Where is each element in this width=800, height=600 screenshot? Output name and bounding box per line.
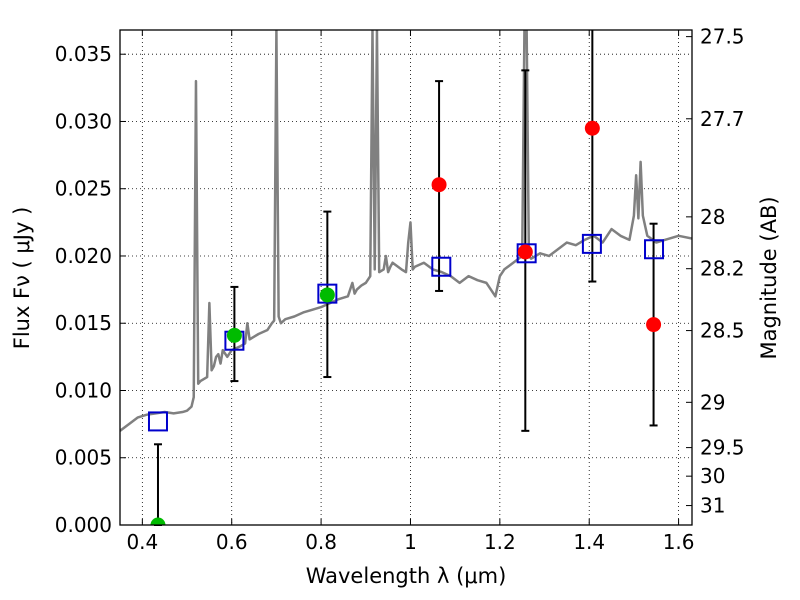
y2-tick-label: 28.2 (700, 257, 745, 281)
y2-tick-label: 27.7 (700, 107, 745, 131)
x-tick-label: 1.2 (484, 530, 516, 554)
x-tick-label: 1 (404, 530, 417, 554)
x-tick-label: 1.6 (663, 530, 695, 554)
y-tick-label: 0.020 (55, 244, 112, 268)
x-tick-label: 0.6 (216, 530, 248, 554)
observed-point (150, 517, 166, 525)
y-tick-label: 0.010 (55, 378, 112, 402)
y-tick-label: 0.000 (55, 513, 112, 537)
y2-tick-label: 29 (700, 390, 725, 414)
observation-layer (150, 120, 662, 525)
model-photometry-point (516, 243, 537, 264)
x-tick-label: 1.4 (573, 530, 605, 554)
y2-tick-label: 30 (700, 464, 725, 488)
observed-point (517, 244, 533, 260)
observed-point (226, 327, 242, 343)
y2-axis-label: Magnitude (AB) (757, 196, 781, 359)
y-tick-label: 0.015 (55, 311, 112, 335)
y2-tick-label: 28 (700, 205, 725, 229)
model-photometry-point (431, 256, 452, 277)
x-tick-label: 0.8 (305, 530, 337, 554)
y-tick-label: 0.030 (55, 109, 112, 133)
observed-point (584, 120, 600, 136)
model-photometry-point (317, 283, 338, 304)
grid-lines (120, 30, 692, 526)
model-photometry-point (644, 239, 665, 260)
y2-tick-label: 27.5 (700, 25, 745, 49)
y-axis-label: Flux Fν ( μJy ) (10, 207, 34, 350)
model-photometry-point (581, 233, 602, 254)
errorbar-layer (153, 30, 658, 526)
x-axis-label: Wavelength λ (μm) (306, 564, 507, 588)
observed-point (431, 177, 447, 193)
model-spectrum-layer (120, 30, 692, 432)
y2-tick-label: 28.5 (700, 319, 745, 343)
model-photometry-layer (147, 233, 665, 432)
y2-tick-label: 29.5 (700, 436, 745, 460)
x-axis-ticks: 0.4 0.6 0.8 1 1.2 1.4 1.6 (126, 30, 695, 554)
y2-axis-ticks: 27.5 27.7 28 28.2 28.5 29 29.5 30 31 (686, 25, 745, 518)
plot-frame (119, 29, 693, 526)
y-axis-ticks: 0.000 0.005 0.010 0.015 0.020 0.025 0.030 0.035 (55, 42, 126, 537)
model-spectrum-line (120, 30, 692, 432)
x-tick-label: 0.4 (126, 530, 158, 554)
observed-point (646, 317, 662, 333)
y-tick-label: 0.035 (55, 42, 112, 66)
y-tick-label: 0.005 (55, 446, 112, 470)
observed-point (319, 287, 335, 303)
y2-tick-label: 31 (700, 494, 725, 518)
y-tick-label: 0.025 (55, 177, 112, 201)
model-photometry-point (147, 411, 168, 432)
